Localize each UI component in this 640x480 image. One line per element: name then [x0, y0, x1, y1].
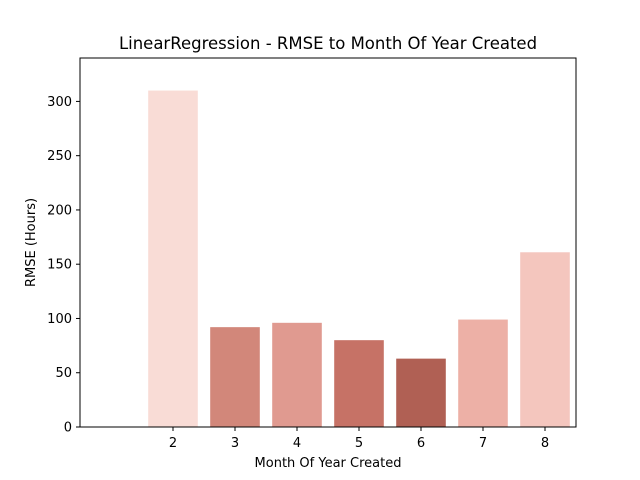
- bar-7: [458, 319, 508, 427]
- x-tick-label-4: 4: [293, 436, 301, 451]
- bar-6: [396, 358, 446, 427]
- bar-3: [210, 327, 260, 427]
- bars-group: [148, 90, 570, 427]
- y-tick-label-300: 300: [47, 95, 72, 110]
- y-axis: 0 50 100 150 200 250 300: [47, 95, 80, 436]
- plot-frame: [79, 57, 577, 428]
- bar-2: [148, 90, 198, 427]
- y-axis-label: RMSE (Hours): [24, 198, 39, 287]
- x-tick-label-7: 7: [479, 436, 487, 451]
- y-tick-label-150: 150: [47, 258, 72, 273]
- y-tick-label-50: 50: [55, 366, 72, 381]
- x-axis: 2 3 4 5 6 7 8: [169, 427, 549, 451]
- bar-4: [272, 322, 322, 427]
- x-tick-label-3: 3: [231, 436, 239, 451]
- y-tick-label-100: 100: [47, 312, 72, 327]
- x-axis-label: Month Of Year Created: [255, 456, 402, 471]
- chart-title: LinearRegression - RMSE to Month Of Year…: [119, 34, 537, 53]
- bar-8: [520, 252, 570, 427]
- x-tick-label-2: 2: [169, 436, 177, 451]
- x-tick-label-5: 5: [355, 436, 363, 451]
- x-tick-label-8: 8: [541, 436, 549, 451]
- y-tick-label-0: 0: [64, 421, 72, 436]
- bar-5: [334, 340, 384, 427]
- x-tick-label-6: 6: [417, 436, 425, 451]
- y-tick-label-200: 200: [47, 203, 72, 218]
- y-tick-label-250: 250: [47, 149, 72, 164]
